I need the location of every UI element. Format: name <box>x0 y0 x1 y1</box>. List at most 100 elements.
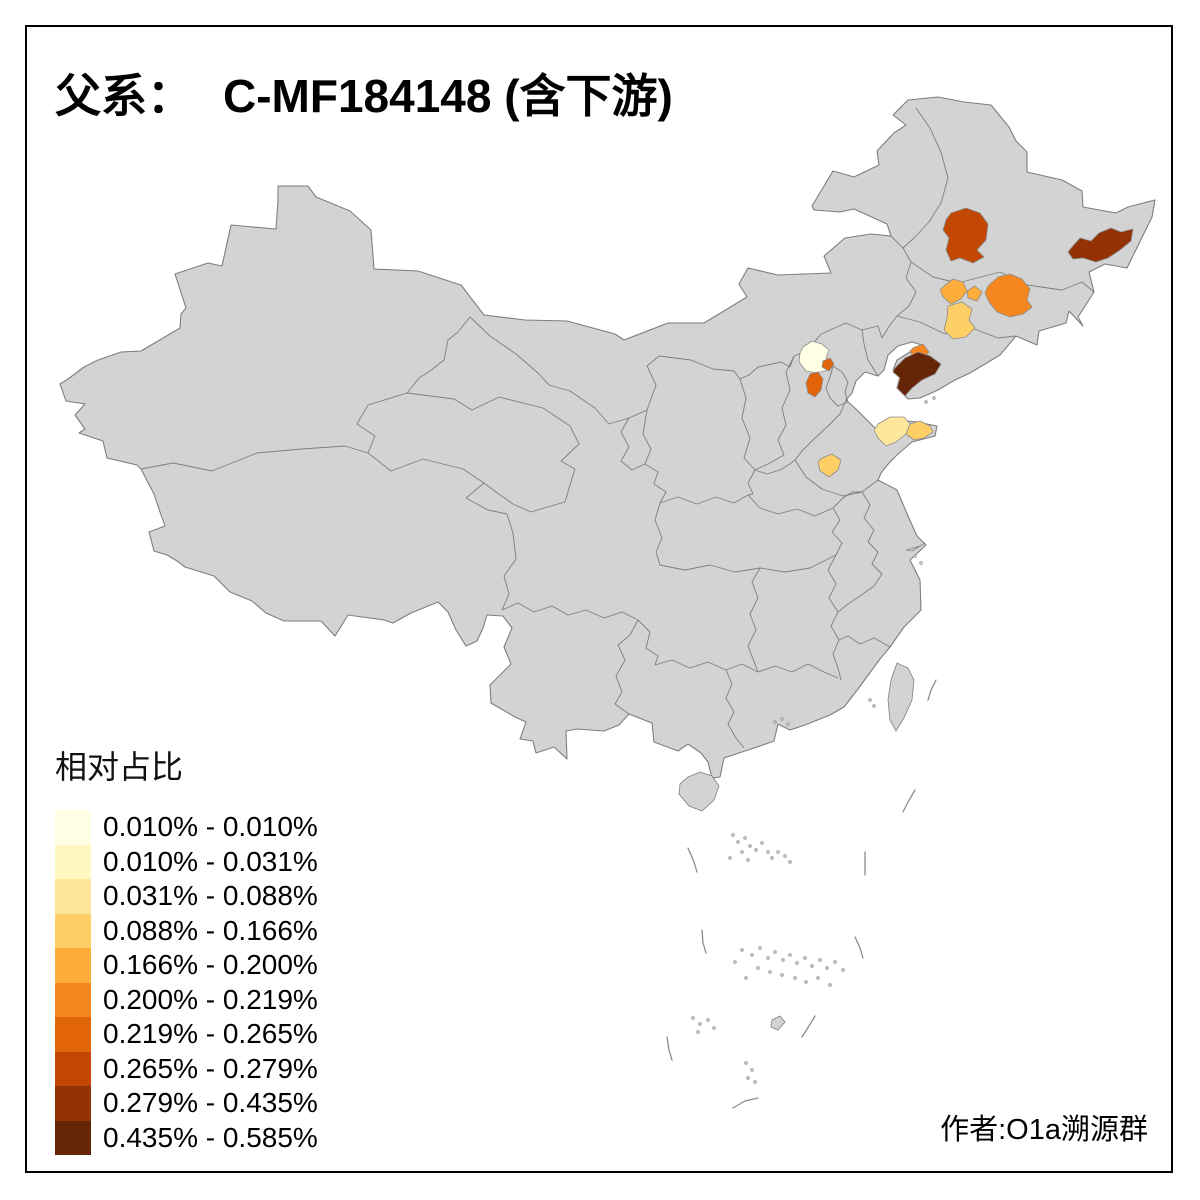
province-border-35 <box>837 541 883 613</box>
islet-dot-26 <box>766 956 770 960</box>
islet-dot-3 <box>780 717 784 721</box>
region-siping <box>943 301 976 340</box>
region-dalian <box>892 351 942 397</box>
legend-swatch-8 <box>55 1086 91 1121</box>
sea-dash-2 <box>854 936 864 959</box>
province-border-13 <box>754 355 795 471</box>
islet-dot-47 <box>750 1068 754 1072</box>
islet-dot-17 <box>746 858 750 862</box>
legend-label-6: 0.219% - 0.265% <box>103 1018 318 1050</box>
province-border-12 <box>861 329 879 377</box>
islet-dot-20 <box>776 850 780 854</box>
province-border-30 <box>637 619 659 666</box>
islet-dot-54 <box>696 1030 700 1034</box>
province-border-1 <box>140 392 408 472</box>
islet-dot-37 <box>756 966 760 970</box>
legend-label-7: 0.265% - 0.279% <box>103 1052 318 1084</box>
region-yantai <box>873 416 911 447</box>
islet-dot-53 <box>712 1026 716 1030</box>
legend-row-9: 0.435% - 0.585% <box>55 1120 318 1155</box>
legend-row-0: 0.010% - 0.010% <box>55 810 318 845</box>
islet-dot-11 <box>743 836 747 840</box>
island-taiwan <box>887 662 915 732</box>
province-border-4 <box>406 392 580 503</box>
islet-dot-30 <box>795 961 799 965</box>
islet-dot-50 <box>691 1016 695 1020</box>
islet-dot-34 <box>825 966 829 970</box>
legend-label-3: 0.088% - 0.166% <box>103 914 318 946</box>
region-weihai <box>905 420 934 441</box>
province-border-9 <box>902 107 949 249</box>
islet-dot-2 <box>773 720 777 724</box>
legend-swatch-3 <box>55 913 91 948</box>
province-border-27 <box>654 502 663 566</box>
islet-dot-31 <box>803 956 807 960</box>
province-border-14 <box>739 378 756 471</box>
mainland-china-shape <box>59 96 1156 779</box>
islet-dot-29 <box>788 953 792 957</box>
legend-swatch-0 <box>55 810 91 845</box>
plot-title: 父系： C-MF184148 (含下游) <box>55 60 673 126</box>
legend-label-8: 0.279% - 0.435% <box>103 1087 318 1119</box>
sea-dash-0 <box>687 847 698 873</box>
region-qiqihar <box>942 207 989 264</box>
islet-dot-24 <box>750 953 754 957</box>
region-langfang <box>805 371 824 398</box>
legend-panel: 相对占比 0.010% - 0.010% 0.010% - 0.031% 0.031… <box>55 742 318 1155</box>
legend-row-7: 0.265% - 0.279% <box>55 1051 318 1086</box>
legend-row-3: 0.088% - 0.166% <box>55 913 318 948</box>
islet-dot-19 <box>770 856 774 860</box>
legend-label-5: 0.200% - 0.219% <box>103 983 318 1015</box>
legend-label-4: 0.166% - 0.200% <box>103 949 318 981</box>
province-border-25 <box>831 507 843 556</box>
sea-dash-3 <box>666 1036 673 1061</box>
legend-title: 相对占比 <box>55 749 184 785</box>
sea-dash-6 <box>927 679 937 701</box>
legend-entries: 0.010% - 0.010% 0.010% - 0.031% 0.031% - 0… <box>55 810 318 1155</box>
legend-swatch-1 <box>55 844 91 879</box>
islet-dot-39 <box>780 973 784 977</box>
islet-dot-48 <box>746 1076 750 1080</box>
islet-dot-45 <box>733 960 737 964</box>
sea-dash-5 <box>732 1097 759 1109</box>
legend-swatch-5 <box>55 982 91 1017</box>
islet-dot-8 <box>919 561 923 565</box>
islet-dot-23 <box>740 948 744 952</box>
legend-row-4: 0.166% - 0.200% <box>55 948 318 983</box>
province-border-21 <box>794 459 879 497</box>
province-border-31 <box>654 659 839 679</box>
legend-row-5: 0.200% - 0.219% <box>55 982 318 1017</box>
islet-dot-21 <box>783 854 787 858</box>
islet-dot-43 <box>828 983 832 987</box>
islet-dot-46 <box>744 1061 748 1065</box>
islet-dot-13 <box>740 850 744 854</box>
province-border-36 <box>725 669 745 749</box>
province-border-37 <box>825 365 849 407</box>
region-changchun <box>984 273 1033 318</box>
author-credit: 作者:O1a溯源群 <box>940 1114 1148 1146</box>
islet-dot-10 <box>736 840 740 844</box>
islet-dot-14 <box>754 848 758 852</box>
islet-dot-12 <box>748 844 752 848</box>
province-border-16 <box>644 463 667 504</box>
region-northeast-far-east <box>1067 227 1134 263</box>
island-chongming <box>905 542 926 552</box>
legend-swatch-4 <box>55 948 91 983</box>
islet-dot-36 <box>841 968 845 972</box>
islet-dot-7 <box>913 554 917 558</box>
islet-dot-9 <box>731 833 735 837</box>
legend-label-0: 0.010% - 0.010% <box>103 811 318 843</box>
province-border-24 <box>861 491 875 543</box>
island-spratly-island <box>770 1015 786 1031</box>
islet-dot-1 <box>872 704 876 708</box>
islet-dot-27 <box>773 950 777 954</box>
islet-dot-35 <box>833 960 837 964</box>
islet-dot-49 <box>753 1080 757 1084</box>
islet-dot-52 <box>706 1018 710 1022</box>
title-prefix: 父系： <box>55 70 193 122</box>
province-border-23 <box>832 491 862 509</box>
islet-dot-25 <box>758 946 762 950</box>
legend-label-1: 0.010% - 0.031% <box>103 845 318 877</box>
